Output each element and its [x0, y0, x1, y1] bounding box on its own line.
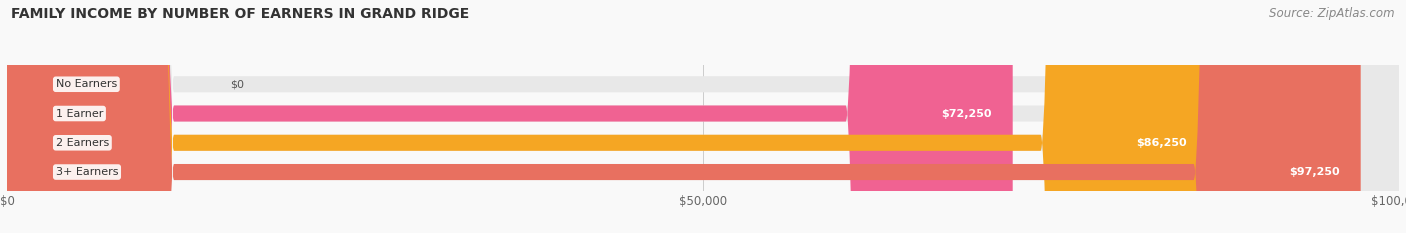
Text: 3+ Earners: 3+ Earners	[56, 167, 118, 177]
Text: 2 Earners: 2 Earners	[56, 138, 110, 148]
Text: $72,250: $72,250	[942, 109, 991, 119]
FancyBboxPatch shape	[7, 0, 1399, 233]
FancyBboxPatch shape	[7, 0, 1012, 233]
FancyBboxPatch shape	[7, 0, 1399, 233]
Text: No Earners: No Earners	[56, 79, 117, 89]
Text: $0: $0	[229, 79, 243, 89]
Text: $86,250: $86,250	[1136, 138, 1187, 148]
Text: 1 Earner: 1 Earner	[56, 109, 103, 119]
FancyBboxPatch shape	[7, 0, 1361, 233]
FancyBboxPatch shape	[7, 0, 1399, 233]
Text: Source: ZipAtlas.com: Source: ZipAtlas.com	[1270, 7, 1395, 20]
Text: FAMILY INCOME BY NUMBER OF EARNERS IN GRAND RIDGE: FAMILY INCOME BY NUMBER OF EARNERS IN GR…	[11, 7, 470, 21]
FancyBboxPatch shape	[7, 0, 1208, 233]
Text: $97,250: $97,250	[1289, 167, 1340, 177]
FancyBboxPatch shape	[7, 0, 1399, 233]
